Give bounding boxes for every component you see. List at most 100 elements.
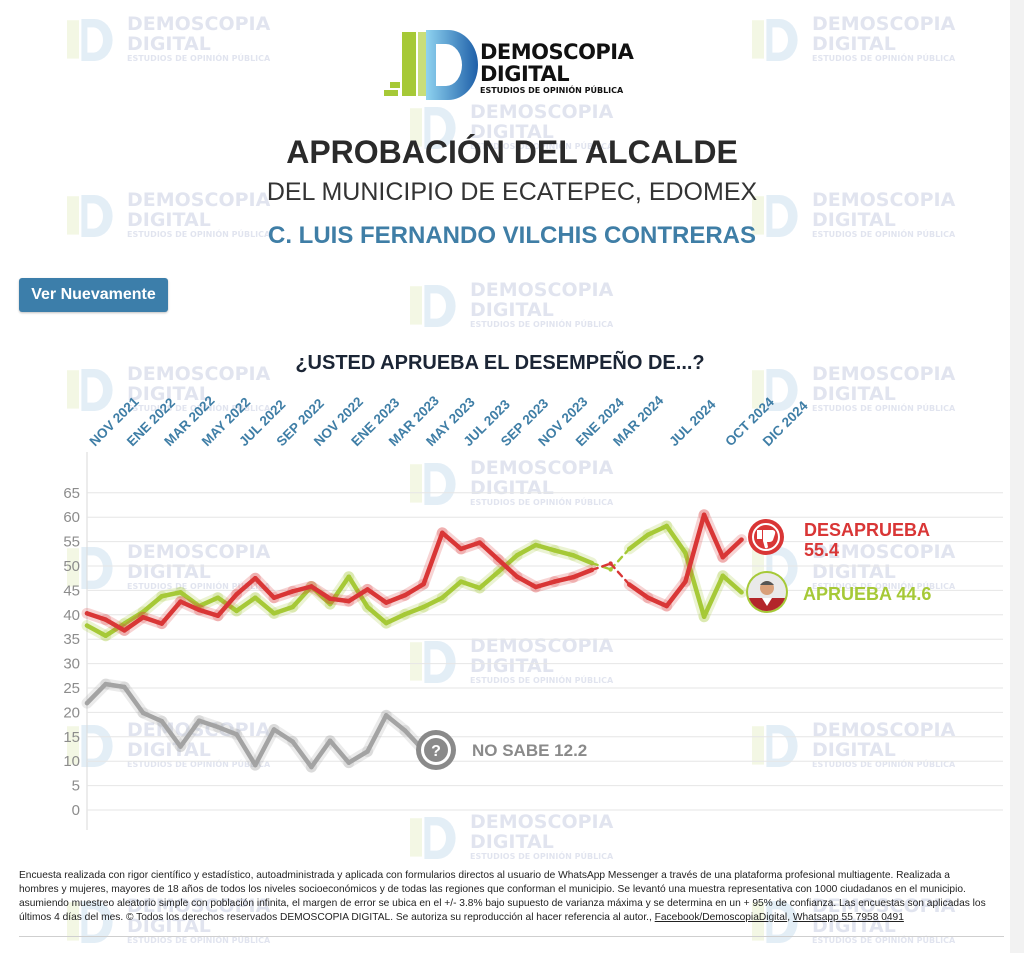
line-segment [701, 512, 726, 560]
logo-line1: DEMOSCOPIA [480, 40, 634, 64]
line-segment [327, 596, 352, 604]
data-point [140, 609, 146, 615]
data-point [701, 614, 707, 619]
desaprueba-value: 55.4 [804, 540, 839, 560]
methodology-note: Encuesta realizada con rigor científico … [19, 870, 986, 923]
question-glyph: ? [431, 743, 441, 760]
line-segment [271, 589, 295, 600]
line-segment [552, 574, 576, 584]
chart-grid [86, 452, 1003, 830]
data-point [739, 590, 744, 595]
line-segment [664, 523, 688, 556]
brand-logo: DEMOSCOPIA DIGITAL ESTUDIOS DE OPINIÓN P… [382, 28, 642, 102]
data-point [122, 628, 127, 633]
line-segment [701, 573, 726, 620]
data-point [627, 546, 632, 552]
line-segment [440, 530, 464, 552]
line-segment [178, 718, 202, 749]
line-segment [196, 607, 221, 619]
data-point [103, 633, 108, 638]
line-segment [570, 553, 595, 566]
line-segment [234, 732, 258, 768]
data-point [683, 579, 688, 584]
y-tick-label: 15 [63, 729, 80, 746]
data-point [739, 537, 744, 542]
data-point [309, 764, 314, 770]
data-point [477, 585, 482, 591]
line-segment [645, 523, 669, 538]
thumbs-down-icon [748, 519, 784, 555]
chart-series [81, 509, 747, 773]
line-segment [458, 579, 482, 591]
line-segment [327, 738, 352, 765]
data-point [421, 581, 426, 587]
data-point [701, 512, 707, 517]
data-point [664, 523, 669, 529]
data-point [122, 684, 127, 690]
desaprueba-label: DESAPRUEBA [804, 520, 930, 540]
line-segment [514, 542, 539, 558]
line-segment [402, 581, 426, 598]
line-segment [552, 548, 576, 558]
data-point [365, 604, 370, 610]
data-point [327, 601, 333, 607]
line-segment [140, 594, 165, 615]
data-point [253, 762, 258, 768]
data-point [365, 587, 370, 592]
page-title: APROBACIÓN DEL ALCALDE [286, 134, 738, 170]
data-point [290, 589, 295, 594]
data-point [234, 608, 239, 614]
replay-button[interactable]: Ver Nuevamente [19, 278, 168, 312]
line-segment [290, 584, 314, 610]
line-segment [122, 614, 146, 633]
line-segment [477, 569, 501, 591]
data-point [178, 599, 183, 604]
line-segment [309, 584, 333, 601]
line-segment [627, 582, 651, 600]
line-segment [178, 590, 202, 609]
data-point [552, 579, 557, 584]
data-point [159, 718, 164, 724]
series-desaprueba [81, 509, 747, 636]
line-segment [122, 684, 146, 716]
line-segment [514, 574, 539, 590]
data-point [197, 607, 202, 613]
line-segment [533, 579, 557, 590]
data-point [458, 579, 464, 584]
line-segment [234, 575, 258, 597]
y-tick-label: 40 [63, 607, 80, 624]
line-segment [346, 574, 370, 610]
data-point [140, 615, 146, 620]
data-point [140, 710, 146, 716]
line-segment [645, 595, 669, 609]
facebook-link[interactable]: Facebook/DemoscopiaDigital [654, 912, 788, 923]
line-segment [421, 530, 445, 587]
line-segment [196, 595, 221, 609]
data-point [384, 620, 389, 626]
data-point [346, 598, 351, 604]
whatsapp-link[interactable]: Whatsapp 55 7958 0491 [792, 912, 904, 923]
line-segment [346, 749, 370, 765]
data-point [309, 584, 314, 589]
data-point [477, 540, 482, 545]
aprueba-label: APRUEBA 44.6 [803, 584, 931, 604]
line-segment [103, 617, 127, 633]
line-segment [309, 738, 333, 770]
line-segment [253, 595, 277, 616]
official-name: C. LUIS FERNANDO VILCHIS CONTRERAS [267, 222, 756, 249]
line-segment [159, 599, 183, 626]
line-segment [159, 590, 183, 599]
data-point [645, 532, 651, 537]
data-point [402, 728, 408, 733]
data-point [159, 594, 164, 599]
data-point [402, 593, 408, 598]
line-segment [271, 604, 295, 616]
data-point [253, 595, 258, 600]
data-point [290, 739, 295, 744]
line-segment [402, 604, 426, 617]
data-point [384, 600, 389, 605]
data-point [215, 613, 221, 618]
y-tick-label: 30 [63, 656, 80, 673]
